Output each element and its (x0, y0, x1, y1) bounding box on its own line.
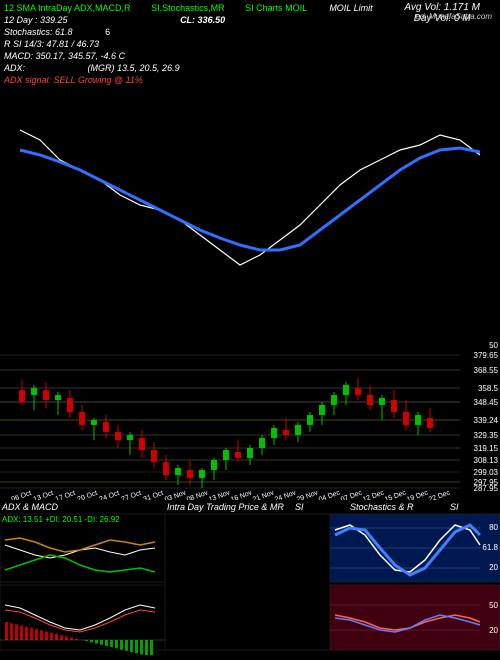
stochastics-label: Stochastics: 61.8 (4, 27, 73, 37)
svg-text:20: 20 (489, 626, 498, 635)
svg-text:368.55: 368.55 (474, 366, 499, 375)
svg-text:319.15: 319.15 (474, 444, 499, 453)
stochastics-panel: Stochastics & R SI 80 61.8 20 50 20 (330, 500, 500, 655)
svg-text:03 Nov: 03 Nov (164, 489, 188, 500)
svg-text:13 Oct: 13 Oct (33, 490, 55, 500)
hdr-charts: SI Charts MOIL (245, 3, 307, 13)
candlestick-chart: 379.65 368.55 358.5 348.45 339.24 329.35 319.1… (0, 340, 500, 500)
svg-text:ADX: 13.51 +DI: 20.51 -DI: 26.: ADX: 13.51 +DI: 20.51 -DI: 26.92 (2, 515, 120, 524)
svg-text:20 Oct: 20 Oct (77, 490, 99, 500)
svg-text:12 Dec: 12 Dec (362, 489, 386, 500)
main-line-chart (0, 80, 500, 340)
svg-text:50: 50 (489, 341, 498, 350)
svg-text:308.13: 308.13 (474, 456, 499, 465)
intraday-panel: Intra Day Trading Price & MR SI (165, 500, 330, 655)
svg-text:358.5: 358.5 (478, 384, 499, 393)
svg-text:339.24: 339.24 (474, 416, 499, 425)
stoch-val: 6 (105, 27, 110, 37)
svg-text:24 Nov: 24 Nov (274, 489, 298, 500)
svg-text:13 Nov: 13 Nov (208, 489, 232, 500)
svg-text:287.95: 287.95 (474, 484, 499, 493)
svg-text:22 Dec: 22 Dec (428, 489, 452, 500)
svg-text:Intra Day Trading Price & M: Intra Day Trading Price & MR (167, 502, 284, 512)
svg-text:SI: SI (450, 502, 459, 512)
rsi-label: R SI 14/3: 47.81 / 46.73 (4, 38, 496, 50)
svg-text:61.8: 61.8 (482, 543, 498, 552)
macd-label: MACD: 350.17, 345.57, -4.6 C (4, 50, 496, 62)
svg-text:21 Nov: 21 Nov (252, 489, 276, 500)
credit-link: ed: MunafaSutra.com (416, 12, 492, 21)
svg-text:16 Nov: 16 Nov (230, 489, 254, 500)
hdr-sma: 12 SMA IntraDay ADX,MACD,R (4, 3, 131, 13)
ticker-name: MOIL Limit (329, 3, 372, 13)
svg-text:04 Dec: 04 Dec (318, 489, 342, 500)
svg-text:ADX & MACD: ADX & MACD (1, 502, 59, 512)
svg-text:06 Oct: 06 Oct (11, 490, 33, 500)
svg-text:29 Nov: 29 Nov (296, 489, 320, 500)
svg-text:17 Oct: 17 Oct (55, 490, 77, 500)
svg-text:15 Dec: 15 Dec (384, 489, 408, 500)
close-price: CL: 336.50 (180, 15, 225, 25)
svg-text:SI: SI (295, 502, 304, 512)
svg-text:27 Oct: 27 Oct (121, 490, 143, 500)
adx-val: (MGR) 13.5, 20.5, 26.9 (88, 63, 180, 73)
svg-text:31 Oct: 31 Oct (143, 490, 165, 500)
svg-text:08 Nov: 08 Nov (186, 489, 210, 500)
svg-text:348.45: 348.45 (474, 398, 499, 407)
svg-text:19 Dec: 19 Dec (406, 489, 430, 500)
svg-text:07 Dec: 07 Dec (340, 489, 364, 500)
svg-text:379.65: 379.65 (474, 351, 499, 360)
svg-text:24 Oct: 24 Oct (99, 490, 121, 500)
sub-panels-row: ADX & MACD ADX: 13.51 +DI: 20.51 -DI: 26.… (0, 500, 500, 655)
svg-text:Stochastics & R: Stochastics & R (350, 502, 414, 512)
svg-text:50: 50 (489, 601, 498, 610)
svg-text:299.03: 299.03 (474, 468, 499, 477)
adx-label: ADX: (4, 63, 25, 73)
day12-label: 12 Day : 339.25 (4, 15, 68, 25)
adx-macd-panel: ADX & MACD ADX: 13.51 +DI: 20.51 -DI: 26.… (0, 500, 165, 655)
hdr-indicators: SI,Stochastics,MR (151, 3, 225, 13)
svg-text:80: 80 (489, 523, 498, 532)
svg-text:329.35: 329.35 (474, 431, 499, 440)
svg-text:20: 20 (489, 563, 498, 572)
